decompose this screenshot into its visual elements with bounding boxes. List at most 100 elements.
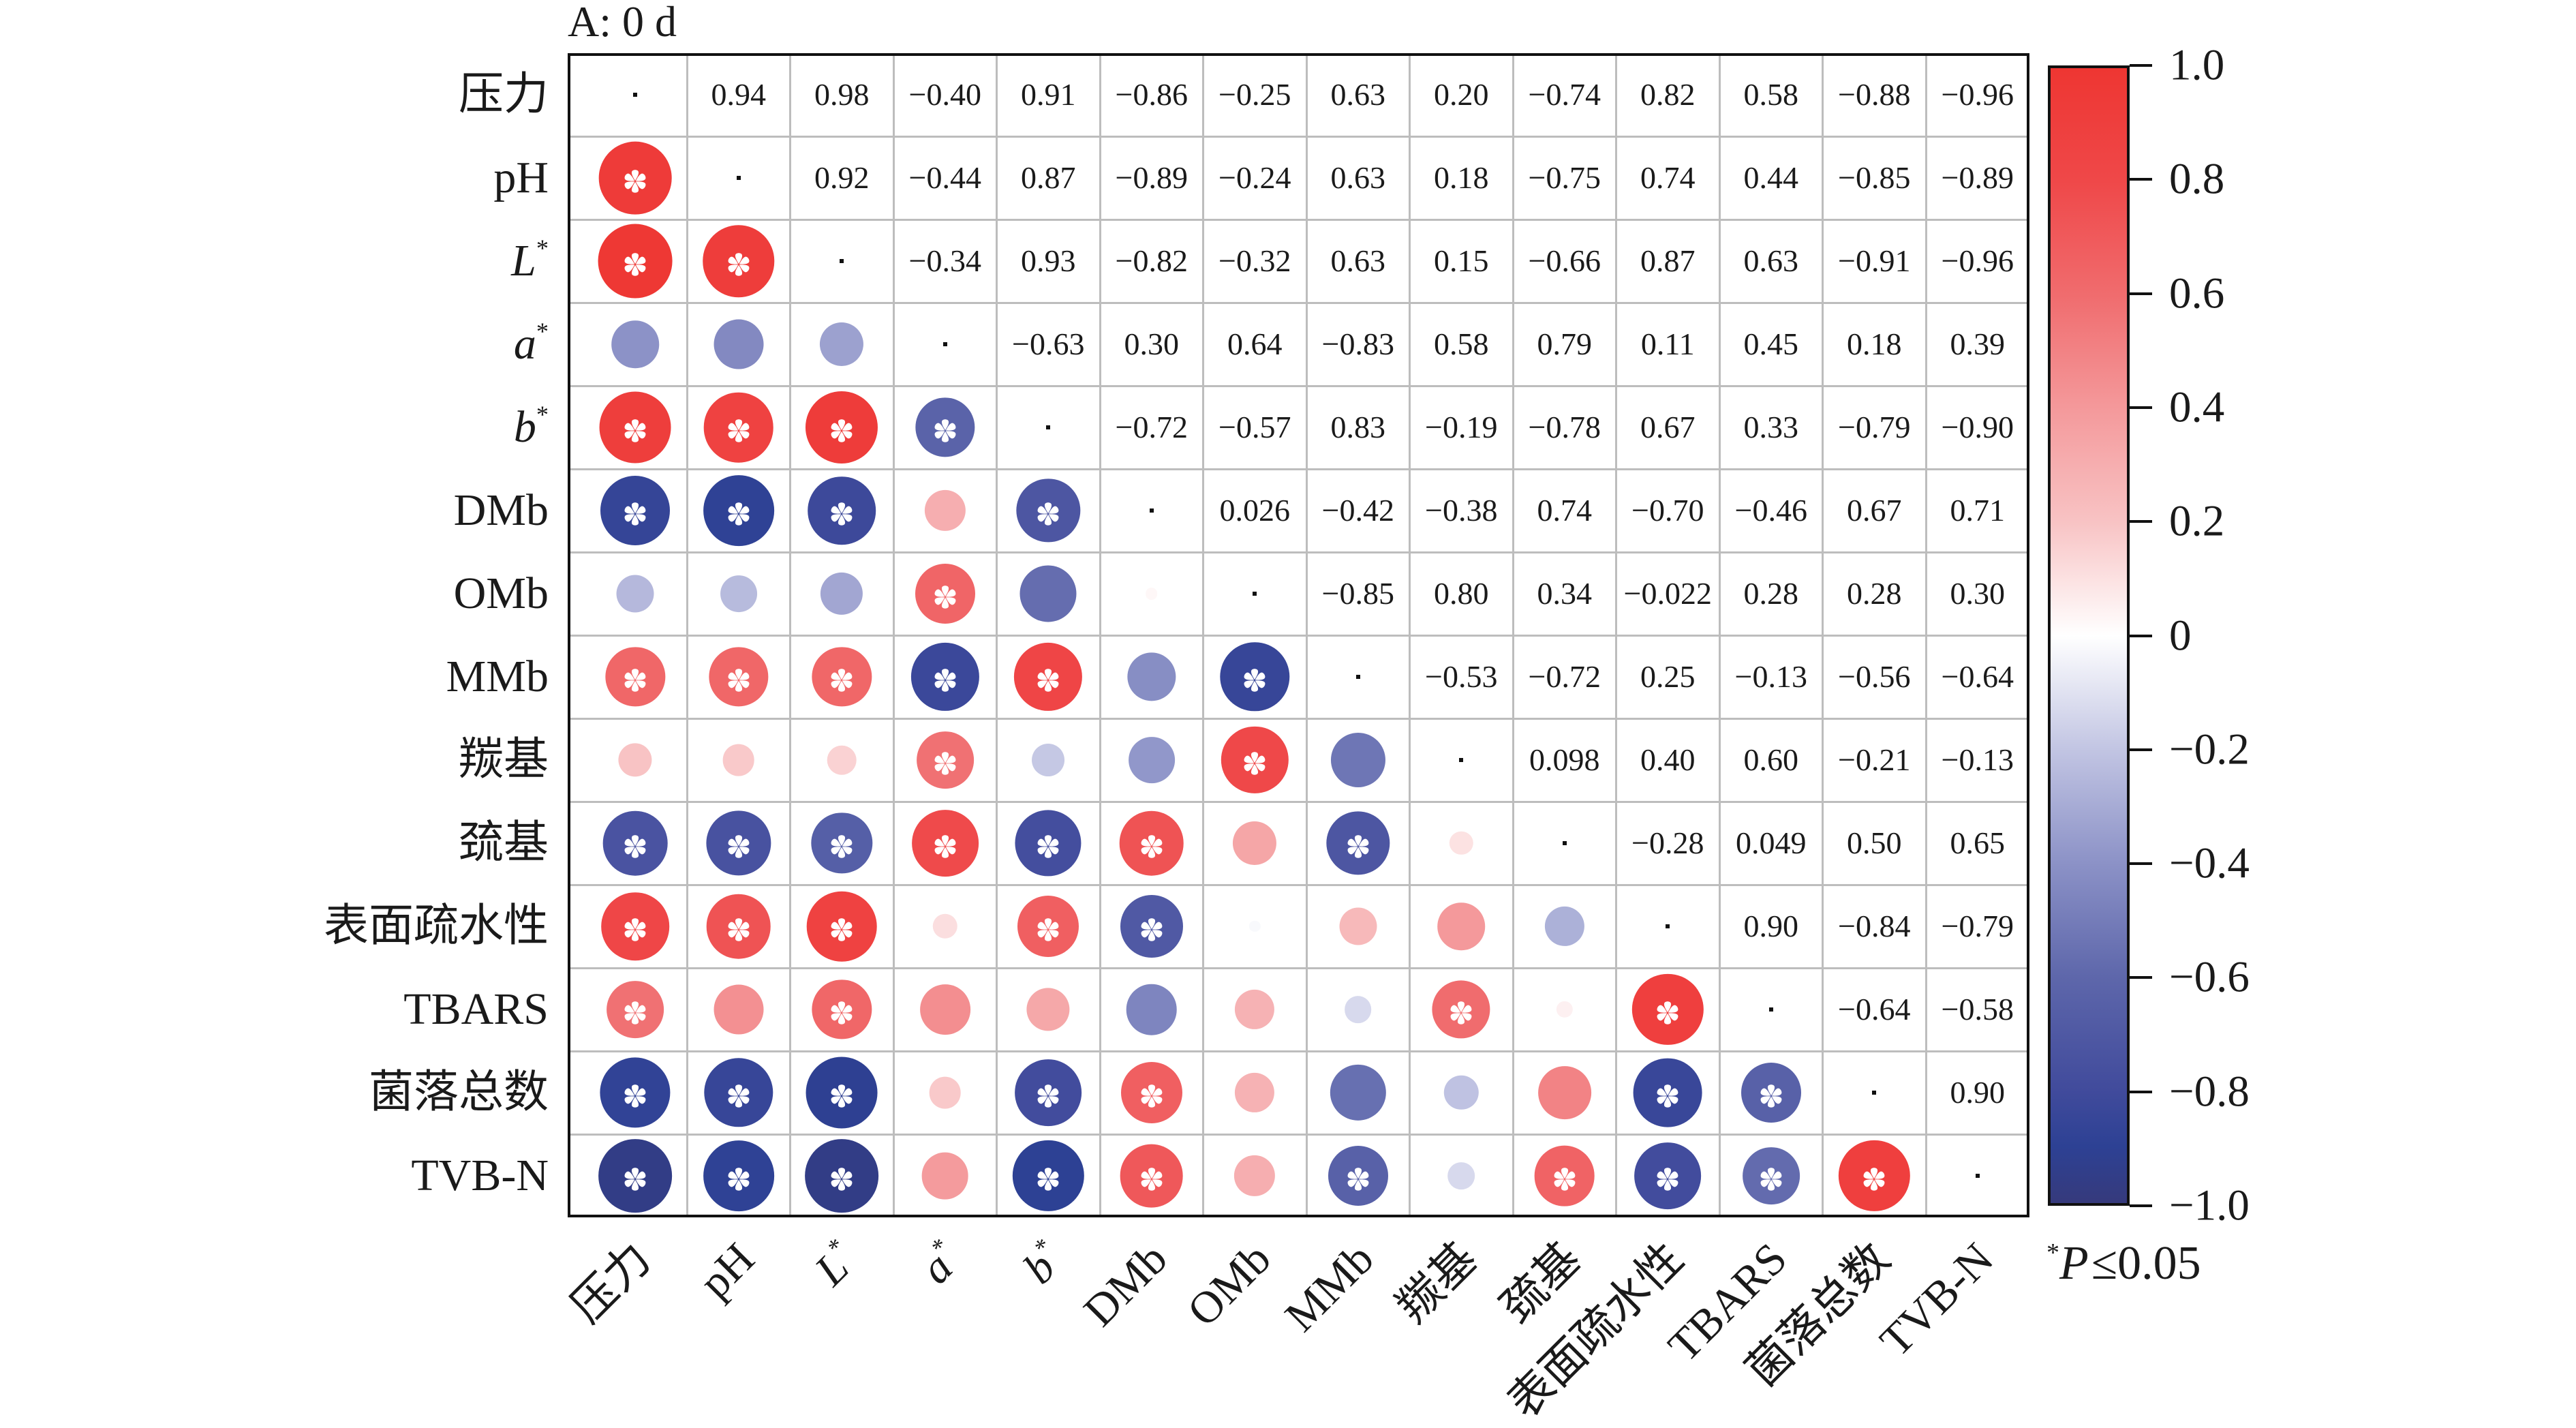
correlation-circle [1330,1064,1386,1121]
correlation-value: 0.93 [1021,243,1076,278]
correlation-circle [1032,744,1065,776]
correlation-value: 0.83 [1330,410,1386,444]
correlation-value: 0.90 [1950,1075,2006,1110]
correlation-value: −0.64 [1941,659,2014,694]
correlation-value: −0.19 [1425,410,1498,444]
significance-asterisk-icon [624,170,646,193]
significance-asterisk-icon [831,502,853,526]
correlation-value: 0.63 [1743,243,1799,278]
significance-asterisk-icon [1037,1168,1059,1191]
grid-line-vertical [1512,53,1514,1217]
colorbar-tick [2130,862,2152,866]
diagonal-dot [1149,508,1154,513]
colorbar-tick-label: 0.6 [2169,269,2225,318]
correlation-value: −0.25 [1218,77,1291,112]
colorbar-tick [2130,64,2152,67]
row-label: b* [514,386,549,469]
significance-asterisk-icon [831,1168,853,1191]
diagonal-dot [633,93,638,97]
label-superscript: * [536,400,549,428]
colorbar-tick-label: 0.4 [2169,382,2225,432]
row-label: 压力 [459,53,549,136]
correlation-circle [616,575,654,613]
row-label: MMb [446,635,549,718]
correlation-circle [821,572,863,616]
correlation-value: −0.63 [1012,326,1085,361]
correlation-value: 0.50 [1847,825,1902,860]
significance-asterisk-icon [624,669,646,692]
correlation-value: 0.39 [1950,326,2006,361]
correlation-circle [1450,831,1473,855]
correlation-value: −0.44 [908,160,981,195]
correlation-circle [827,745,857,775]
correlation-circle [1126,984,1178,1035]
correlation-circle [611,320,660,368]
label-text: OMb [1178,1233,1281,1336]
colorbar-tick-label: 0.8 [2169,154,2225,204]
correlation-value: −0.34 [908,243,981,278]
colorbar-tick-label: −1.0 [2169,1181,2250,1230]
correlation-value: −0.66 [1528,243,1601,278]
correlation-value: −0.28 [1631,825,1704,860]
correlation-value: 0.049 [1736,825,1807,860]
correlation-circle [720,575,757,612]
correlation-circle [1447,1162,1475,1189]
label-text: 压力 [459,70,549,119]
column-label: L* [806,1232,868,1295]
correlation-value: 0.11 [1640,326,1695,361]
correlation-circle [714,984,764,1035]
correlation-value: −0.85 [1321,576,1394,611]
correlation-circle [618,743,652,777]
correlation-value: −0.72 [1528,659,1601,694]
correlation-value: 0.87 [1640,243,1696,278]
correlation-value: 0.90 [1743,909,1799,943]
significance-asterisk-icon [728,1168,750,1191]
label-superscript: * [536,234,549,262]
diagonal-dot [1046,425,1051,429]
column-label: b* [1014,1232,1074,1294]
correlation-value: 0.60 [1743,742,1799,777]
colorbar-tick-label: −0.6 [2169,952,2250,1002]
correlation-value: −0.24 [1218,160,1291,195]
grid-line-horizontal [568,967,2029,969]
significance-asterisk-icon [728,835,750,858]
colorbar-tick [2130,1090,2152,1093]
correlation-value: 0.25 [1640,659,1696,694]
correlation-value: 0.64 [1227,326,1283,361]
label-text: TVB-N [411,1151,549,1200]
label-text: L [511,236,536,286]
correlation-value: −0.022 [1623,576,1712,611]
correlation-circle [919,984,970,1035]
correlation-value: 0.92 [814,160,870,195]
correlation-circle [1537,1066,1591,1119]
significance-asterisk-icon [1760,1084,1782,1108]
grid-line-vertical [1925,53,1927,1217]
correlation-value: 0.026 [1219,493,1291,528]
correlation-circle [1026,988,1070,1031]
correlation-value: 0.28 [1847,576,1902,611]
correlation-circle [1234,1155,1276,1197]
label-text: MMb [446,652,549,701]
correlation-circle [921,1152,969,1200]
significance-asterisk-icon [831,1084,853,1108]
correlation-circle [1339,907,1377,945]
correlation-circle [1544,906,1584,947]
row-label: L* [511,219,549,303]
correlation-value: 0.67 [1640,410,1696,444]
significance-asterisk-icon [1141,1168,1163,1191]
significance-asterisk-icon [831,835,853,858]
label-text: DMb [453,485,549,535]
correlation-value: 0.94 [711,77,767,112]
column-label: 压力 [562,1234,661,1333]
colorbar-tick [2130,520,2152,523]
diagonal-dot [942,342,947,346]
diagonal-dot [1666,924,1670,928]
significance-asterisk-icon [624,253,646,276]
colorbar-tick-label: −0.2 [2169,725,2250,774]
correlation-circle [1233,821,1277,866]
column-label: TVB-N [1871,1234,2003,1366]
grid-line-horizontal [568,468,2029,470]
correlation-circle [714,319,764,369]
correlation-circle [1235,989,1275,1030]
correlation-value: −0.40 [908,77,981,112]
